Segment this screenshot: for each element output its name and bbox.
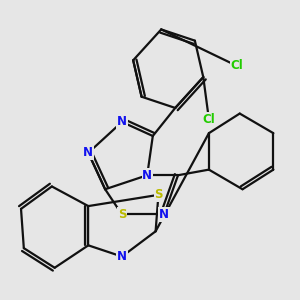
Text: N: N [83,146,93,159]
Text: N: N [117,250,127,263]
Text: N: N [142,169,152,182]
Text: S: S [154,188,163,201]
Text: N: N [159,208,169,221]
Text: Cl: Cl [230,59,243,72]
Text: N: N [117,116,127,128]
Text: S: S [118,208,126,221]
Text: Cl: Cl [202,113,215,126]
